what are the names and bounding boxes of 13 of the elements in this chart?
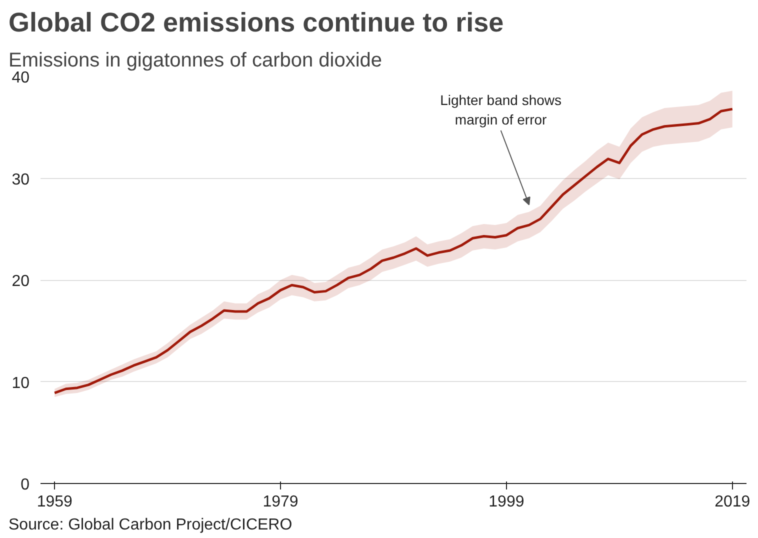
x-tick-label: 1999 [488, 494, 524, 510]
source-note: Source: Global Carbon Project/CICERO [8, 516, 292, 534]
y-tick-label: 40 [12, 70, 30, 86]
y-tick-label: 10 [12, 374, 30, 392]
x-tick-label: 2019 [714, 494, 750, 510]
annotation: Lighter band shows margin of error [440, 92, 562, 128]
y-tick-label: 0 [20, 476, 30, 494]
chart-title: Global CO2 emissions continue to rise [8, 8, 504, 38]
chart-subtitle: Emissions in gigatonnes of carbon dioxide [8, 50, 382, 72]
x-tick-label: 1959 [36, 494, 73, 510]
y-tick-label: 20 [12, 273, 30, 290]
y-tick-label: 30 [12, 171, 30, 188]
x-tick-label: 1979 [262, 494, 298, 510]
